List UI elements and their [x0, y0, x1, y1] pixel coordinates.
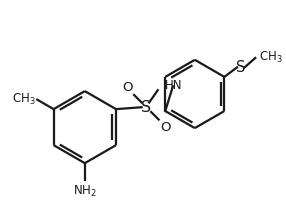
Text: NH$_2$: NH$_2$ [73, 184, 97, 199]
Text: HN: HN [165, 79, 183, 92]
Text: S: S [141, 100, 151, 115]
Text: CH$_3$: CH$_3$ [12, 92, 35, 107]
Text: O: O [122, 81, 133, 94]
Text: O: O [160, 121, 170, 134]
Text: CH$_3$: CH$_3$ [259, 50, 283, 66]
Text: S: S [236, 60, 245, 75]
